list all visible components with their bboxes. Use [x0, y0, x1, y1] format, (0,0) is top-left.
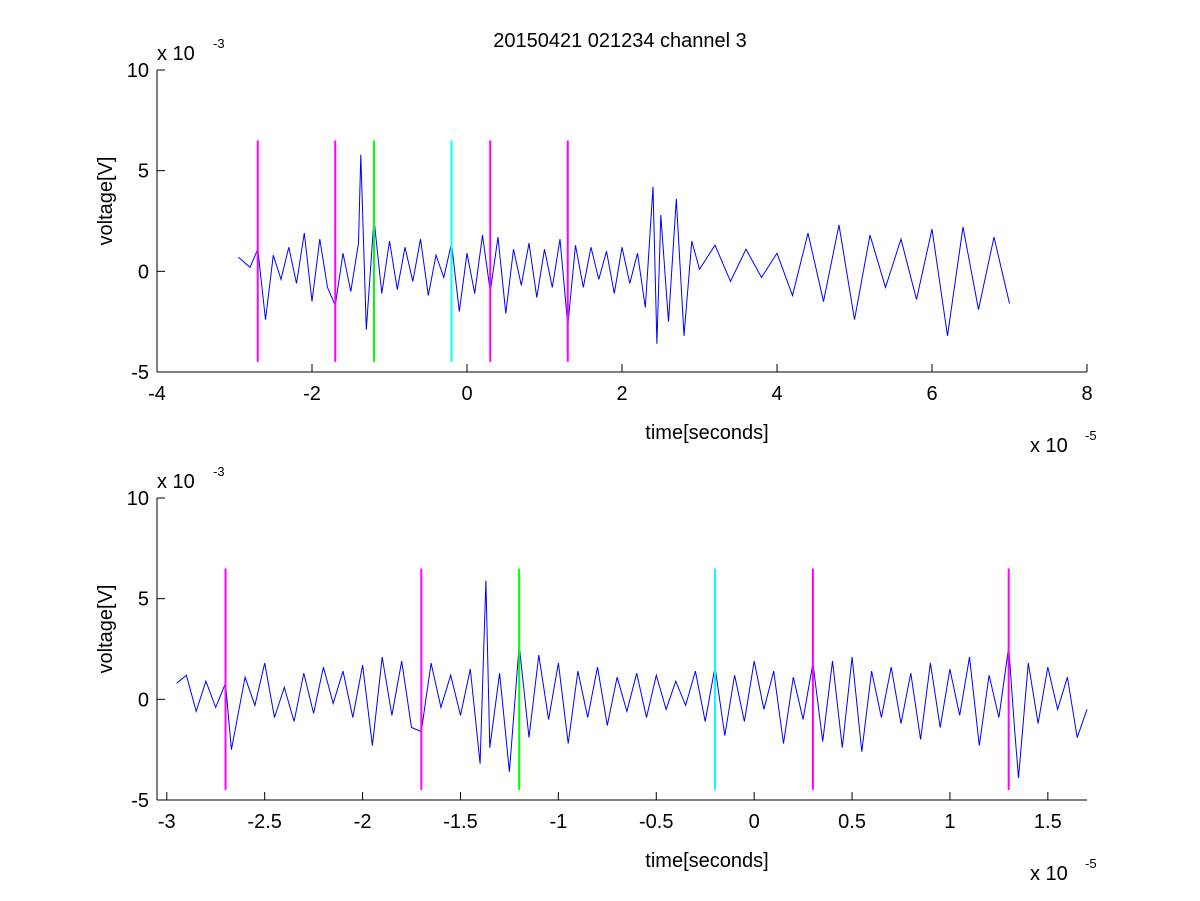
x-tick-label: -4 — [148, 383, 166, 405]
x-tick-label: -2 — [303, 383, 321, 405]
y-exponent-label: x 10 — [157, 43, 195, 65]
x-tick-label: 0 — [461, 383, 472, 405]
x-tick-label: 0.5 — [838, 811, 866, 833]
y-exponent-power: -3 — [213, 36, 225, 51]
y-tick-label: 0 — [138, 261, 149, 283]
x-exponent-label: x 10 — [1030, 863, 1068, 885]
x-tick-label: -3 — [158, 811, 176, 833]
x-axis-label: time[seconds] — [645, 850, 768, 872]
x-tick-label: 1.5 — [1034, 811, 1062, 833]
signal-line — [238, 154, 1010, 344]
x-tick-label: -1 — [549, 811, 567, 833]
x-exponent-power: -5 — [1085, 856, 1097, 871]
y-tick-label: 10 — [127, 488, 149, 510]
x-exponent-label: x 10 — [1030, 435, 1068, 457]
x-tick-label: 2 — [616, 383, 627, 405]
x-tick-label: 6 — [926, 383, 937, 405]
bottom-axes: -3 -2.5 -2 -1.5 -1 -0.5 0 0.5 1 1.5 -5 0 5 10 time[sec… — [95, 464, 1097, 885]
y-axis-label: voltage[V] — [95, 157, 117, 246]
x-tick-label: 4 — [771, 383, 782, 405]
x-tick-label: 1 — [944, 811, 955, 833]
x-tick-label: 8 — [1081, 383, 1092, 405]
y-tick-label: 5 — [138, 161, 149, 183]
y-tick-label: 0 — [138, 689, 149, 711]
x-tick-label: -0.5 — [639, 811, 673, 833]
y-exponent-power: -3 — [213, 464, 225, 479]
y-axis-label: voltage[V] — [95, 585, 117, 674]
x-tick-label: -2.5 — [247, 811, 281, 833]
x-axis-label: time[seconds] — [645, 422, 768, 444]
top-axes: -4 -2 0 2 4 6 8 -5 0 5 10 time[seconds] voltage[V] x … — [95, 36, 1097, 457]
x-tick-label: -1.5 — [443, 811, 477, 833]
y-tick-label: -5 — [131, 790, 149, 812]
y-tick-label: 5 — [138, 589, 149, 611]
y-exponent-label: x 10 — [157, 471, 195, 493]
x-tick-label: 0 — [749, 811, 760, 833]
figure-title: 20150421 021234 channel 3 — [493, 30, 747, 52]
x-exponent-power: -5 — [1085, 428, 1097, 443]
signal-line — [176, 580, 1088, 778]
y-tick-label: -5 — [131, 362, 149, 384]
x-tick-label: -2 — [354, 811, 372, 833]
y-tick-label: 10 — [127, 60, 149, 82]
